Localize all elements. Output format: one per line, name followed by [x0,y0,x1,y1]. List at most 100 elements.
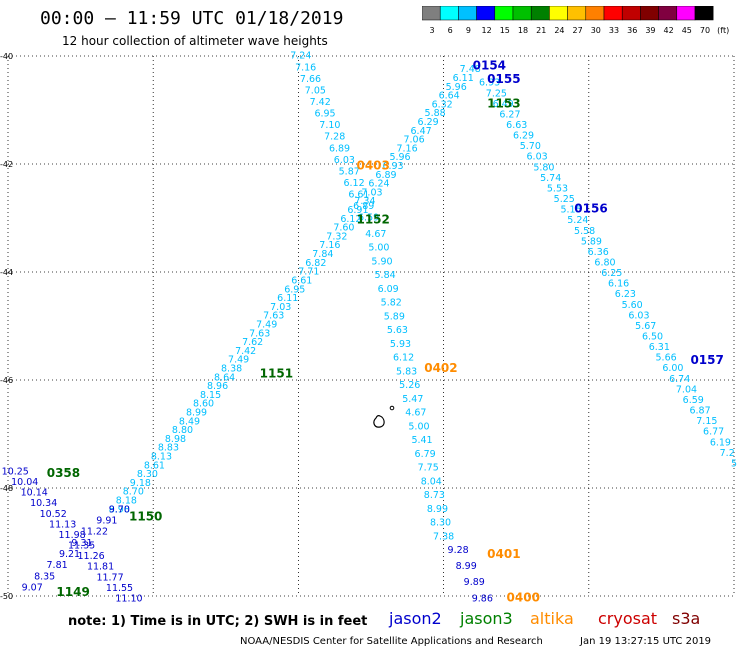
wave-height-value: 5.82 [381,298,402,309]
wave-height-value: 6.61 [291,275,312,286]
lat-tick-label: -50 [0,592,13,601]
color-scale-label: 12 [482,26,492,35]
islet-outline [389,405,395,411]
wave-height-value: 5.84 [375,270,396,281]
wave-height-value: 5.26 [399,380,420,391]
wave-height-value: 7.15 [696,416,717,427]
island-outline [373,415,385,428]
color-scale: 3 6 9 12 15 18 21 24 27 30 33 36 39 42 45 70 (ft) [422,6,729,35]
wave-height-value: 10.04 [11,477,38,488]
wave-height-value: 6.32 [432,99,453,110]
wave-height-value: 6.89 [353,201,374,212]
wave-height-value: 7.2 [720,448,735,459]
legend-note: note: 1) Time is in UTC; 2) SWH is in fe… [68,614,368,629]
wave-height-value: 6.29 [513,131,534,142]
wave-height-value: 6.89 [375,170,396,181]
wave-height-value: 6.12 [393,353,414,364]
wave-height-value: 7.06 [403,135,424,146]
pass-time-label: 0401 [487,547,520,561]
wave-height-value: 5.66 [656,353,677,364]
wave-height-value: 5.47 [402,394,423,405]
wave-height-value: 6.11 [453,73,474,84]
wave-height-value: 5.00 [368,243,389,254]
wave-height-value: 7.49 [256,319,277,330]
pass-time-label: 0155 [487,72,520,86]
wave-height-value: 9.91 [96,515,117,526]
timestamp-text: Jan 19 13:27:15 UTC 2019 [580,636,712,647]
lat-tick-label: -48 [0,484,13,493]
wave-height-value: 5.89 [384,311,405,322]
wave-height-value: 5.15 [560,205,581,216]
wave-height-value: 5 [731,458,737,469]
color-scale-label: 3 [429,26,434,35]
wave-height-value: 6.50 [642,332,663,343]
wave-height-value: 6.49 [493,99,514,110]
wave-height-value: 6.64 [439,91,460,102]
wave-height-value: 7.34 [354,196,375,207]
wave-height-value: 7.28 [324,132,345,143]
wave-height-value: 10.14 [21,488,48,499]
wave-height-value: 8.30 [430,518,451,529]
color-scale-label: 45 [682,26,692,35]
wave-height-value: 5.53 [547,183,568,194]
wave-height-value: 8.04 [421,476,442,487]
wave-height-value: 6.61 [348,190,369,201]
wave-height-value: 11.98 [59,530,86,541]
wave-height-value: 7.16 [319,240,340,251]
color-scale-label: 6 [448,26,453,35]
color-scale-label: 33 [609,26,619,35]
wave-height-value: 5.83 [396,366,417,377]
color-scale-label: 42 [664,26,674,35]
wave-height-value: 5.93 [390,339,411,350]
legend-bar: note: 1) Time is in UTC; 2) SWH is in fe… [0,606,740,650]
lat-tick-label: -42 [0,160,13,169]
wave-height-value: 7.05 [305,85,326,96]
wave-height-value: 6.27 [499,109,520,120]
wave-height-value: 6.93 [479,78,500,89]
legend-sat-s3a: s3a [672,609,701,628]
wave-height-value: 8.73 [424,490,445,501]
wave-height-value: 6.31 [649,342,670,353]
wave-height-value: 6.36 [588,247,609,258]
wave-height-value: 7.24 [290,51,311,62]
wave-height-value: 7.04 [676,384,697,395]
wave-height-value: 4.67 [365,229,386,240]
wave-height-value: 9.86 [472,593,493,604]
wave-height-value: 9.70 [109,504,130,515]
pass-time-label: 1149 [56,585,89,599]
legend-sat-altika: altika [530,609,574,628]
wave-height-value: 10.52 [40,509,67,520]
wave-height-value: 8.96 [207,381,228,392]
page-subtitle: 12 hour collection of altimeter wave hei… [62,34,328,48]
wave-height-value: 8.49 [179,416,200,427]
legend-sat-jason2: jason2 [389,609,442,628]
wave-height-value: 6.91 [347,205,368,216]
pass-time-label: 0403 [356,158,389,172]
wave-height-value: 8.99 [427,504,448,515]
page-title: 00:00 – 11:59 UTC 01/18/2019 [40,8,344,29]
wave-height-value: 6.95 [284,284,305,295]
wave-height-value: 6.29 [418,117,439,128]
lat-tick-label: -40 [0,52,13,61]
pass-time-label: 0156 [574,202,607,216]
wave-height-value: 5.96 [446,82,467,93]
wave-height-value: 11.55 [106,583,133,594]
color-scale-label: 36 [627,26,637,35]
wave-height-value: 8.99 [186,407,207,418]
wave-height-value: 6.59 [683,395,704,406]
wave-height-value: 7.63 [249,328,270,339]
wave-height-value: 9.89 [464,577,485,588]
wave-height-value: 7.42 [235,346,256,357]
pass-time-label: 0157 [690,353,723,367]
wave-height-value: 5.96 [389,152,410,163]
wave-height-value: 6.16 [608,279,629,290]
pass-time-label: 0154 [473,59,506,73]
lat-tick-label: -46 [0,376,13,385]
wave-height-value: 9.07 [22,583,43,594]
wave-height-value: 5.80 [533,162,554,173]
wave-height-value: 6.87 [689,406,710,417]
wave-height-value: 8.80 [172,425,193,436]
wave-height-value: 5.70 [520,141,541,152]
wave-height-value: 5.67 [635,321,656,332]
wave-height-value: 8.18 [116,495,137,506]
